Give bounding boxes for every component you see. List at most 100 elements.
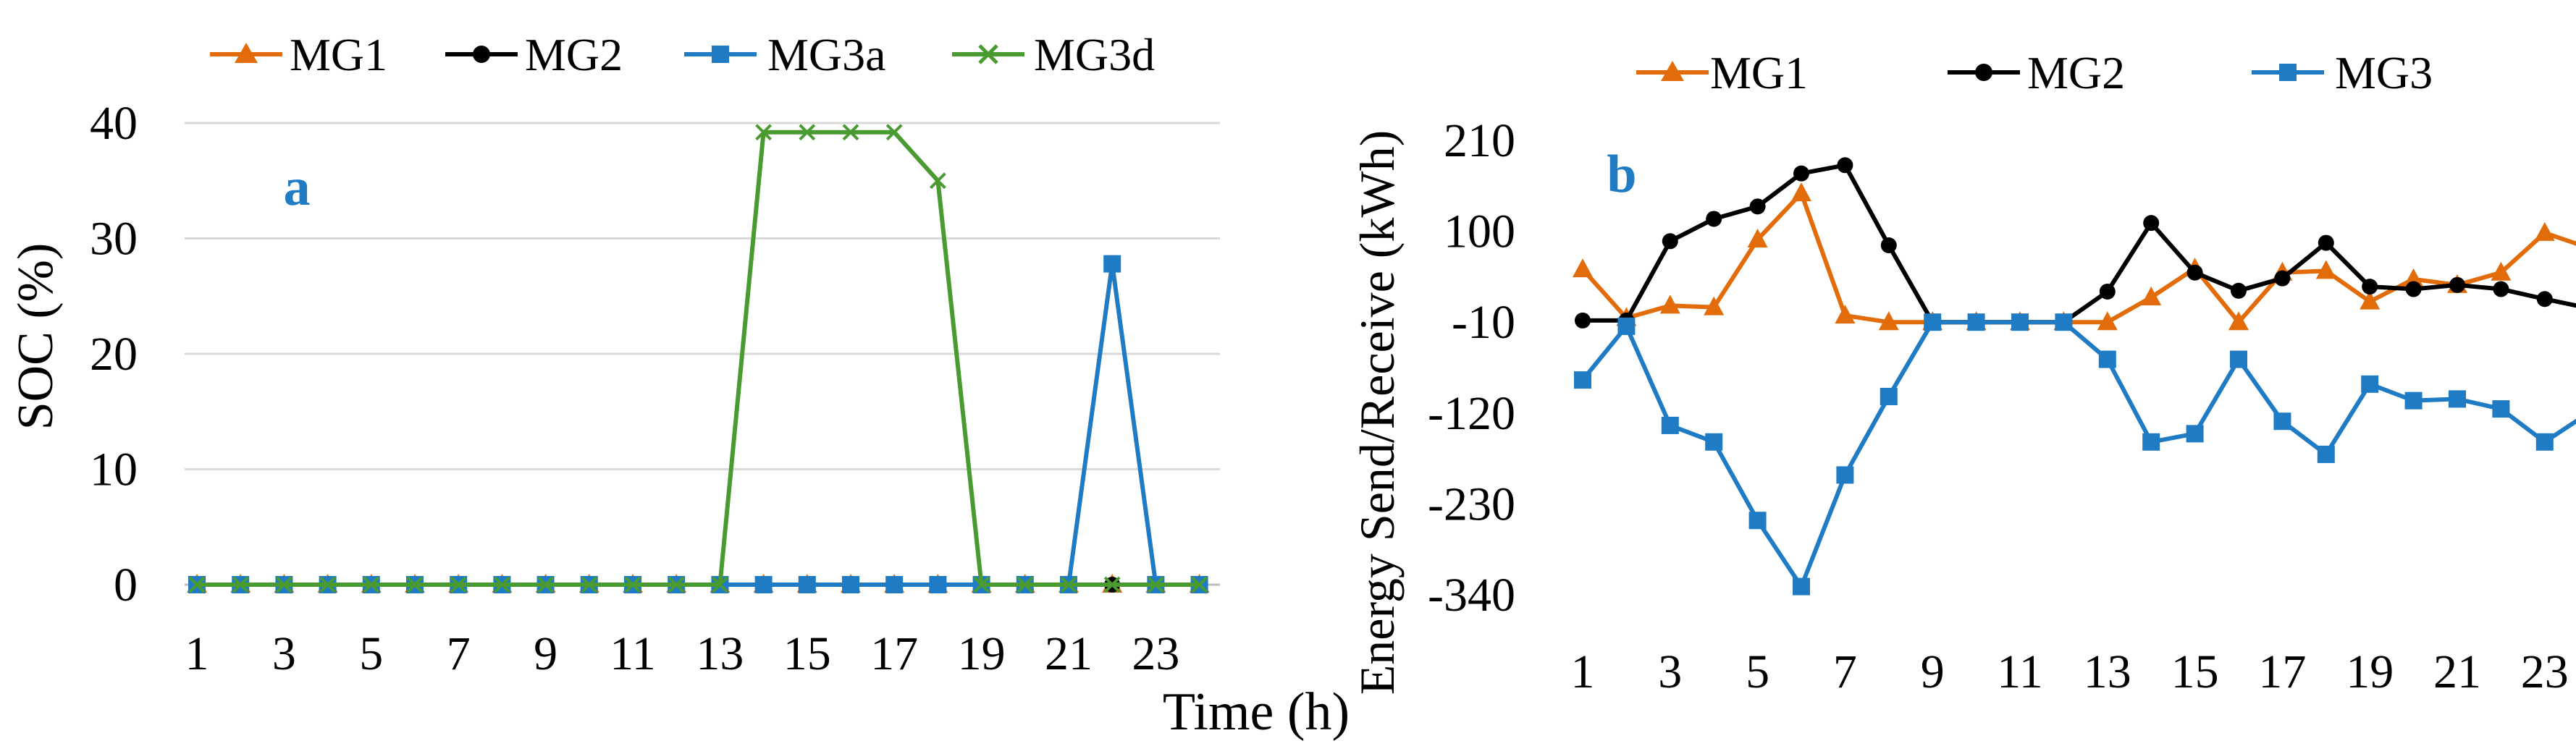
panel-a-y-tick-40: 40 <box>90 97 138 150</box>
panel-a-gridlines <box>185 122 1220 470</box>
panel-b-mg1-point-4 <box>1704 296 1725 315</box>
panel-b-mg2-point-21 <box>2449 276 2465 293</box>
panel-b-mg2-point-18 <box>2318 234 2334 251</box>
panel-b-mg2-point-13 <box>2099 283 2116 300</box>
panel-b-x-tick-7: 7 <box>1833 645 1857 698</box>
svg-text:MG2: MG2 <box>2027 47 2125 98</box>
panel-b-mg3-line <box>1580 320 2576 589</box>
panel-a-series <box>187 124 1210 593</box>
panel-a-mg3d-point-15 <box>799 124 816 141</box>
legend-item-mg3a: MG3a <box>684 29 886 80</box>
panel-a-mg3a-line <box>195 261 1202 587</box>
panel-b-mg2-point-22 <box>2493 281 2509 297</box>
panel-b-mg3-point-17 <box>2273 412 2291 431</box>
circle-marker-icon <box>1975 64 1992 81</box>
panel-b-mg2-point-16 <box>2231 282 2247 299</box>
panel-b-x-tick-1: 1 <box>1571 645 1595 698</box>
legend-item-mg1: MG1 <box>1636 47 1808 98</box>
panel-b-mg3-point-9 <box>1924 313 1942 331</box>
panel-a-mg3d-point-9 <box>537 576 555 593</box>
square-marker-icon <box>2279 64 2297 81</box>
panel-b-mg1-point-20 <box>2403 268 2424 287</box>
panel-a-mg3d-point-12 <box>668 576 685 593</box>
panel-b-mg3-point-16 <box>2230 350 2247 368</box>
panel-b-series-mg3 <box>1574 313 2576 596</box>
panel-b-x-tick-15: 15 <box>2171 645 2219 698</box>
svg-text:MG3d: MG3d <box>1034 29 1155 80</box>
panel-b-mg3-point-4 <box>1705 433 1723 451</box>
panel-a-y-tick-30: 30 <box>90 213 138 266</box>
panel-a-mg3d-point-7 <box>450 576 467 593</box>
circle-marker-icon <box>473 46 490 63</box>
panel-b-mg1-point-23 <box>2534 221 2555 241</box>
panel-b-mg3-point-3 <box>1661 416 1679 434</box>
panel-b-mg3-point-14 <box>2142 433 2160 451</box>
panel-a-y-tick-10: 10 <box>90 444 138 496</box>
x-marker-icon <box>978 44 998 64</box>
panel-b-mg2-point-3 <box>1662 233 1678 250</box>
svg-text:MG2: MG2 <box>525 29 623 80</box>
panel-a-x-tick-21: 21 <box>1045 627 1093 680</box>
panel-b-x-tick-9: 9 <box>1921 645 1945 698</box>
panel-b-mg2-point-8 <box>1880 237 1897 254</box>
panel-b-mg1-point-18 <box>2315 260 2336 279</box>
panel-b-y-tick--120: -120 <box>1428 387 1515 440</box>
triangle-marker-icon <box>1661 61 1684 81</box>
panel-b-x-tick-labels: 1 3 5 7 9 11 13 15 17 19 21 23 <box>1571 645 2569 698</box>
panel-b-mg3-point-21 <box>2449 390 2466 408</box>
panel-a-mg3d-point-22 <box>1103 576 1121 593</box>
panel-b-mg3-point-19 <box>2361 375 2379 393</box>
panel-b-mg3-point-10 <box>1967 313 1985 331</box>
panel-b-y-tick--230: -230 <box>1428 478 1515 530</box>
panel-a-mg3d-point-17 <box>885 124 903 141</box>
panel-a-series-mg3d <box>188 124 1208 593</box>
panel-a-mg3a-point-17 <box>885 576 904 593</box>
panel-b-mg3-point-6 <box>1793 577 1810 596</box>
panel-b-x-tick-23: 23 <box>2521 645 2569 698</box>
panel-a-mg3d-point-8 <box>493 576 510 593</box>
panel-b-mg3-point-18 <box>2317 445 2335 463</box>
panel-a-x-tick-9: 9 <box>534 627 557 680</box>
square-marker-icon <box>712 46 729 63</box>
panel-a-x-tick-15: 15 <box>783 627 831 680</box>
panel-a-y-axis-title: SOC (%) <box>8 243 64 431</box>
panel-a-series-mg3a <box>188 255 1208 593</box>
panel-a-x-tick-19: 19 <box>958 627 1006 680</box>
panel-b-y-tick-100: 100 <box>1444 206 1515 258</box>
panel-a-mg3d-point-13 <box>711 576 728 593</box>
panel-a-mg3d-line <box>195 130 1202 587</box>
panel-a-x-tick-23: 23 <box>1132 627 1179 680</box>
panel-b-mg1-point-16 <box>2228 311 2249 331</box>
panel-a-x-tick-13: 13 <box>696 627 744 680</box>
panel-b-mg3-point-12 <box>2055 313 2073 331</box>
panel-b-mg1-point-13 <box>2097 311 2118 331</box>
panel-b-x-tick-3: 3 <box>1658 645 1682 698</box>
panel-a-mg3a-point-22 <box>1103 255 1121 273</box>
panel-b-mg2-point-15 <box>2186 264 2203 281</box>
panel-a-x-tick-11: 11 <box>610 627 656 680</box>
panel-b-mg3-point-20 <box>2404 391 2423 410</box>
panel-b-mg3-point-5 <box>1748 512 1767 530</box>
panel-b-series-mg2 <box>1575 157 2576 331</box>
panel-b-mg1-point-7 <box>1835 305 1856 324</box>
panel-a-mg3d-point-16 <box>842 124 859 141</box>
panel-a-mg3d-point-23 <box>1147 576 1164 593</box>
panel-b-legend: MG1 MG2 MG3 <box>1636 47 2433 98</box>
panel-b-series <box>1573 157 2576 596</box>
legend-item-mg2: MG2 <box>445 29 623 80</box>
panel-b-mg3-point-7 <box>1836 466 1854 484</box>
panel-b-mg1-point-14 <box>2141 286 2162 305</box>
panel-b-mg3-point-1 <box>1574 371 1591 389</box>
panel-a-mg3d-point-5 <box>363 576 380 593</box>
panel-a-x-tick-7: 7 <box>447 627 471 680</box>
panel-a-mg3d-point-6 <box>406 576 424 593</box>
panel-b-x-tick-17: 17 <box>2258 645 2306 698</box>
panel-b-y-axis-title: Energy Send/Receive (kWh) <box>1350 130 1405 695</box>
panel-a-mg3d-point-4 <box>319 576 337 593</box>
panel-b-mg1-point-5 <box>1747 229 1768 248</box>
panel-a-mg3d-point-24 <box>1191 576 1208 593</box>
panel-b-mg2-point-6 <box>1793 165 1809 182</box>
legend-item-mg1: MG1 <box>210 29 387 80</box>
panel-a-legend: MG1 MG2 MG3a MG3d <box>210 29 1155 80</box>
